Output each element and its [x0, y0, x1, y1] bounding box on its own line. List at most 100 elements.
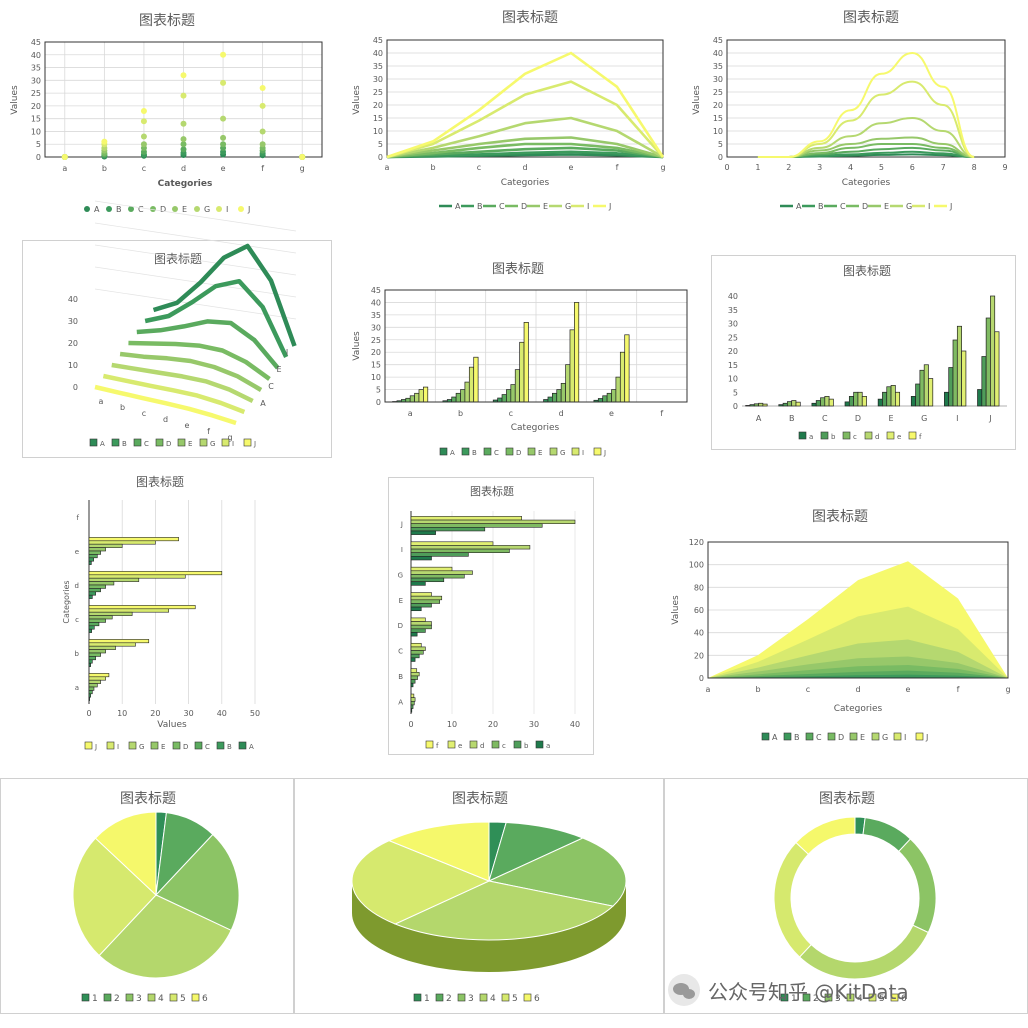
y-tick-label: 40 [371, 298, 381, 307]
bar [753, 403, 759, 407]
x-tick-label: 20 [150, 709, 160, 718]
legend-marker [155, 438, 164, 447]
y-tick-label: 5 [378, 140, 383, 149]
scatter-point [180, 146, 187, 153]
legend-label: e [897, 433, 901, 441]
panel-barcat: 图表标题 0 10 20 30 40 50 a b c d e f Values Categories J I G… [55, 470, 275, 760]
panel-smooth: 图表标题 0 5 10 15 20 25 30 35 40 45 0 1 2 3 4 5 6 7 8 9 Categori… [685, 0, 1028, 222]
pie-chart: 图表标题 1 2 3 4 5 6 [72, 791, 240, 1004]
bar [410, 541, 494, 546]
legend-label: I [232, 440, 234, 448]
legend-label: b [524, 742, 529, 750]
legend-marker [147, 993, 156, 1002]
legend-label: D [516, 449, 521, 457]
scatter-point [140, 108, 147, 114]
x-tick-label: a [62, 164, 67, 173]
bar [778, 404, 784, 407]
scatter-point [180, 120, 187, 127]
legend-label: a [809, 433, 813, 441]
x-tick-label: e [906, 685, 911, 694]
bar [410, 653, 420, 659]
x-axis-label: Categories [501, 178, 550, 188]
bar [749, 404, 755, 407]
scatter-point [220, 141, 227, 148]
x-tick-label: 5 [879, 163, 884, 172]
y-tick-label: 10 [713, 127, 723, 136]
bar [501, 394, 507, 403]
legend-marker [483, 447, 492, 456]
x-tick-label: b [120, 403, 125, 412]
y-tick-label: 0 [718, 153, 723, 162]
legend-marker [216, 741, 225, 750]
bar [410, 682, 414, 688]
legend-label: I [904, 733, 906, 742]
bar [952, 339, 958, 407]
bar [990, 295, 996, 407]
legend-label: f [436, 742, 439, 750]
bar [961, 350, 967, 407]
x-tick-label: 0 [408, 720, 413, 729]
bar [410, 599, 441, 604]
legend-marker [523, 993, 532, 1002]
y-tick-label: 30 [31, 76, 41, 85]
legend-marker [172, 206, 178, 212]
legend-label: E [884, 202, 889, 211]
bar [977, 389, 983, 407]
bar [410, 697, 416, 702]
legend-marker [457, 993, 466, 1002]
bar [820, 397, 826, 407]
legend-marker [106, 206, 112, 212]
legend-marker [191, 993, 200, 1002]
legend-label: A [796, 202, 802, 211]
bar [410, 642, 422, 648]
bar [890, 385, 896, 407]
scatter-point [259, 85, 266, 91]
x-tick-label: e [569, 163, 574, 172]
bar [410, 606, 422, 612]
legend-marker [84, 741, 93, 750]
legend-label: E [543, 202, 548, 211]
y-tick-label: 25 [373, 88, 383, 97]
y-tick-label: 5 [376, 386, 381, 395]
x-tick-label: a [385, 163, 390, 172]
chart-title: 图表标题 [139, 13, 195, 29]
legend-label: G [139, 743, 144, 751]
scatter-chart: 图表标题 0 5 10 15 20 25 30 35 40 45 a b c d e f g Categories V… [10, 13, 323, 214]
legend-label: 5 [180, 994, 186, 1004]
y-tick-label: 15 [728, 361, 738, 370]
bar [88, 649, 106, 654]
y-tick-label: 20 [31, 102, 41, 111]
x-tick-label: E [889, 414, 894, 423]
legend-label: G [204, 205, 210, 214]
bar [88, 656, 96, 661]
y-tick-label: 25 [31, 89, 41, 98]
series-line [386, 80, 664, 159]
x-tick-label: f [207, 427, 210, 436]
scatter-point [180, 72, 187, 79]
y-tick-label: G [398, 571, 403, 579]
chart-title: 图表标题 [452, 791, 508, 807]
bar [460, 389, 466, 403]
depth-tick-label: C [268, 382, 274, 391]
legend-marker [216, 206, 222, 212]
bar [410, 577, 445, 583]
legend-label: C [144, 440, 149, 448]
bar [410, 668, 418, 673]
legend-label: J [94, 743, 97, 751]
bar [848, 396, 854, 407]
pie-slice [94, 811, 157, 897]
pie-3d-chart: 图表标题 1 2 3 4 5 6 [351, 791, 627, 1004]
stacked-area-chart: 图表标题 0 20 40 60 80 100 120 a b c d e f g Categories Valu… [671, 509, 1011, 742]
legend-marker [593, 447, 602, 456]
x-tick-label: f [957, 685, 960, 694]
series-line [757, 52, 975, 158]
legend-label: c [853, 433, 857, 441]
y-tick-label: 30 [373, 75, 383, 84]
bar [497, 397, 503, 403]
z-tick-label: 40 [68, 295, 78, 304]
bar [88, 618, 106, 623]
y-tick-label: D [398, 622, 403, 630]
y-tick-label: 100 [689, 561, 704, 570]
legend-marker [842, 431, 851, 440]
